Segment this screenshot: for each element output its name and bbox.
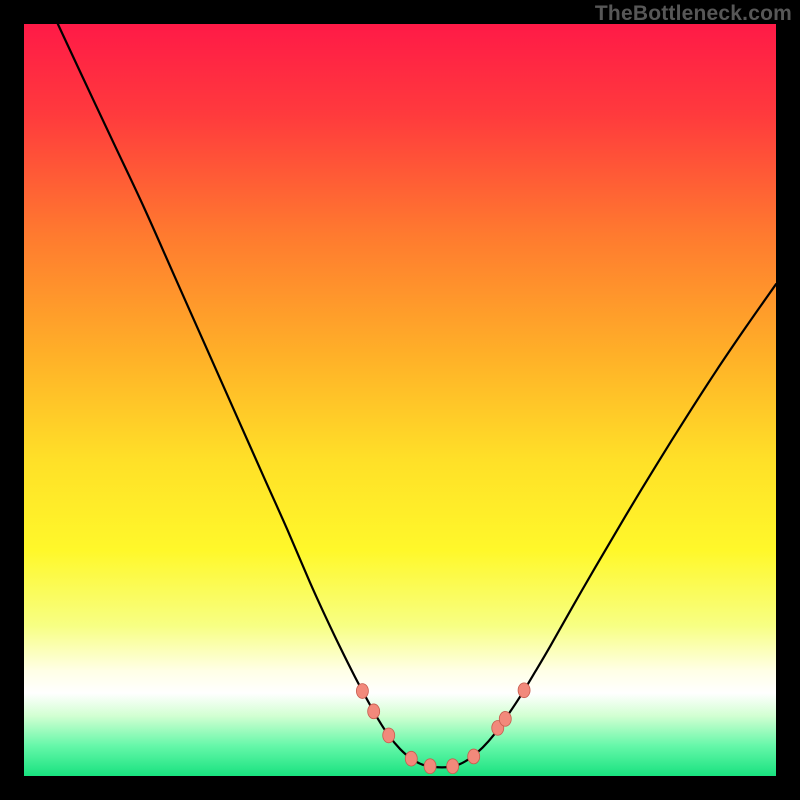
marker-group (356, 683, 530, 774)
curve-marker (356, 684, 368, 699)
curve-marker (447, 759, 459, 774)
curve-marker (424, 759, 436, 774)
watermark-text: TheBottleneck.com (595, 2, 792, 26)
curve-marker (405, 751, 417, 766)
chart-svg (24, 24, 776, 776)
chart-frame: TheBottleneck.com (0, 0, 800, 800)
curve-marker (499, 711, 511, 726)
chart-plot-area (24, 24, 776, 776)
curve-marker (383, 728, 395, 743)
curve-marker (368, 704, 380, 719)
bottleneck-curve (58, 24, 776, 767)
curve-marker (518, 683, 530, 698)
curve-marker (468, 749, 480, 764)
